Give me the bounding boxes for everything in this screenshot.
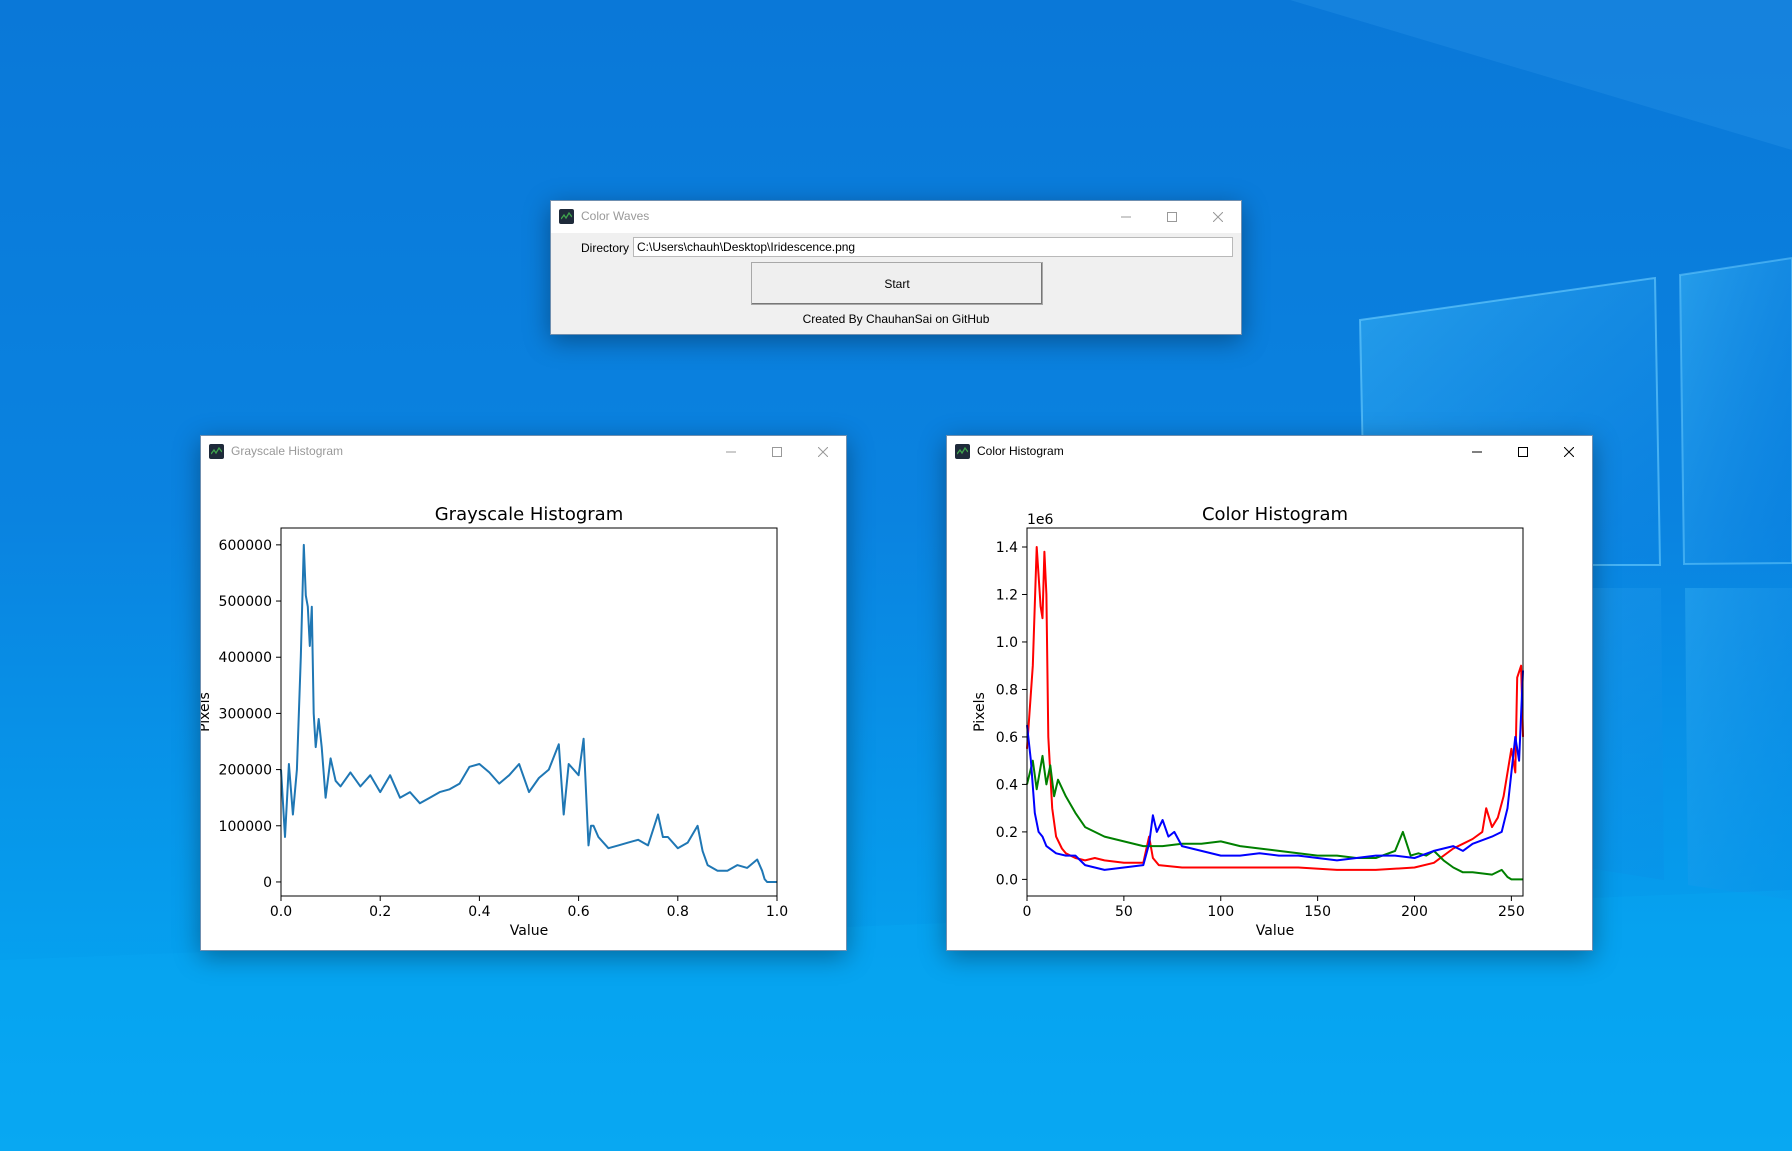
title-bar[interactable]: Color Histogram	[947, 436, 1592, 468]
color-histogram-window: Color Histogram Color Histogram 0 50 100 150…	[946, 435, 1593, 951]
chart-title: Color Histogram	[1202, 504, 1348, 525]
y-tick-label: 600000	[219, 538, 272, 554]
color-waves-window: Color Waves Directory C:\Users\chauh\Des…	[550, 200, 1242, 335]
window-title: Grayscale Histogram	[231, 444, 344, 458]
minimize-icon[interactable]	[708, 436, 754, 468]
minimize-icon[interactable]	[1454, 436, 1500, 468]
x-tick-label: 1.0	[766, 904, 788, 920]
directory-label: Directory	[581, 241, 630, 255]
close-icon[interactable]	[800, 436, 846, 468]
y-tick-label: 0.0	[996, 872, 1018, 888]
title-bar[interactable]: Color Waves	[551, 201, 1241, 233]
app-icon	[955, 444, 970, 459]
start-button[interactable]: Start	[751, 262, 1043, 305]
x-axis-label: Value	[510, 923, 548, 939]
app-icon	[559, 209, 574, 224]
series-line-0	[280, 543, 777, 883]
grayscale-histogram-window: Grayscale Histogram Grayscale Histogram 0…	[200, 435, 847, 951]
title-bar[interactable]: Grayscale Histogram	[201, 436, 846, 468]
color-chart: Color Histogram 0 50 100 150 200 250 0.0 0.2 0.4 0…	[972, 504, 1525, 939]
x-tick-label: 0.4	[468, 904, 490, 920]
y-tick-label: 300000	[219, 706, 272, 722]
y-axis-label: Pixels	[972, 692, 988, 732]
y-tick-label: 0	[263, 875, 272, 891]
maximize-icon[interactable]	[754, 436, 800, 468]
credit-text: Created By ChauhanSai on GitHub	[802, 312, 990, 326]
window-title: Color Histogram	[977, 444, 1064, 458]
series-line-1	[1026, 754, 1523, 881]
x-tick-label: 50	[1115, 904, 1133, 920]
grayscale-chart: Grayscale Histogram 0.0 0.2 0.4 0.6 0.8 1.0 0 10…	[201, 504, 788, 939]
x-tick-label: 0.6	[567, 904, 589, 920]
y-tick-label: 200000	[219, 763, 272, 779]
x-tick-label: 0.2	[369, 904, 391, 920]
x-tick-label: 0.8	[667, 904, 689, 920]
directory-input[interactable]: C:\Users\chauh\Desktop\Iridescence.png	[633, 237, 1233, 257]
maximize-icon[interactable]	[1500, 436, 1546, 468]
maximize-icon[interactable]	[1149, 201, 1195, 233]
y-tick-label: 400000	[219, 650, 272, 666]
y-axis-label: Pixels	[201, 692, 213, 732]
x-tick-label: 250	[1498, 904, 1525, 920]
y-tick-label: 1.4	[996, 540, 1018, 556]
y-tick-label: 0.6	[996, 730, 1018, 746]
x-tick-label: 0.0	[270, 904, 292, 920]
app-icon	[209, 444, 224, 459]
y-tick-label: 0.8	[996, 682, 1018, 698]
close-icon[interactable]	[1546, 436, 1592, 468]
window-title: Color Waves	[581, 209, 650, 223]
y-tick-label: 100000	[219, 819, 272, 835]
chart-title: Grayscale Histogram	[435, 504, 624, 525]
x-tick-label: 0	[1023, 904, 1032, 920]
y-tick-label: 0.4	[996, 777, 1018, 793]
axis-offset-label: 1e6	[1027, 512, 1054, 528]
x-tick-label: 150	[1304, 904, 1331, 920]
series-line-2	[1026, 670, 1524, 871]
series-line-0	[1026, 546, 1524, 871]
x-tick-label: 100	[1207, 904, 1234, 920]
x-axis-label: Value	[1256, 923, 1294, 939]
y-tick-label: 500000	[219, 594, 272, 610]
y-tick-label: 0.2	[996, 825, 1018, 841]
x-tick-label: 200	[1401, 904, 1428, 920]
axes-frame	[1026, 527, 1524, 897]
minimize-icon[interactable]	[1103, 201, 1149, 233]
axes-frame	[280, 527, 778, 897]
y-tick-label: 1.2	[996, 587, 1018, 603]
y-tick-label: 1.0	[996, 635, 1018, 651]
close-icon[interactable]	[1195, 201, 1241, 233]
